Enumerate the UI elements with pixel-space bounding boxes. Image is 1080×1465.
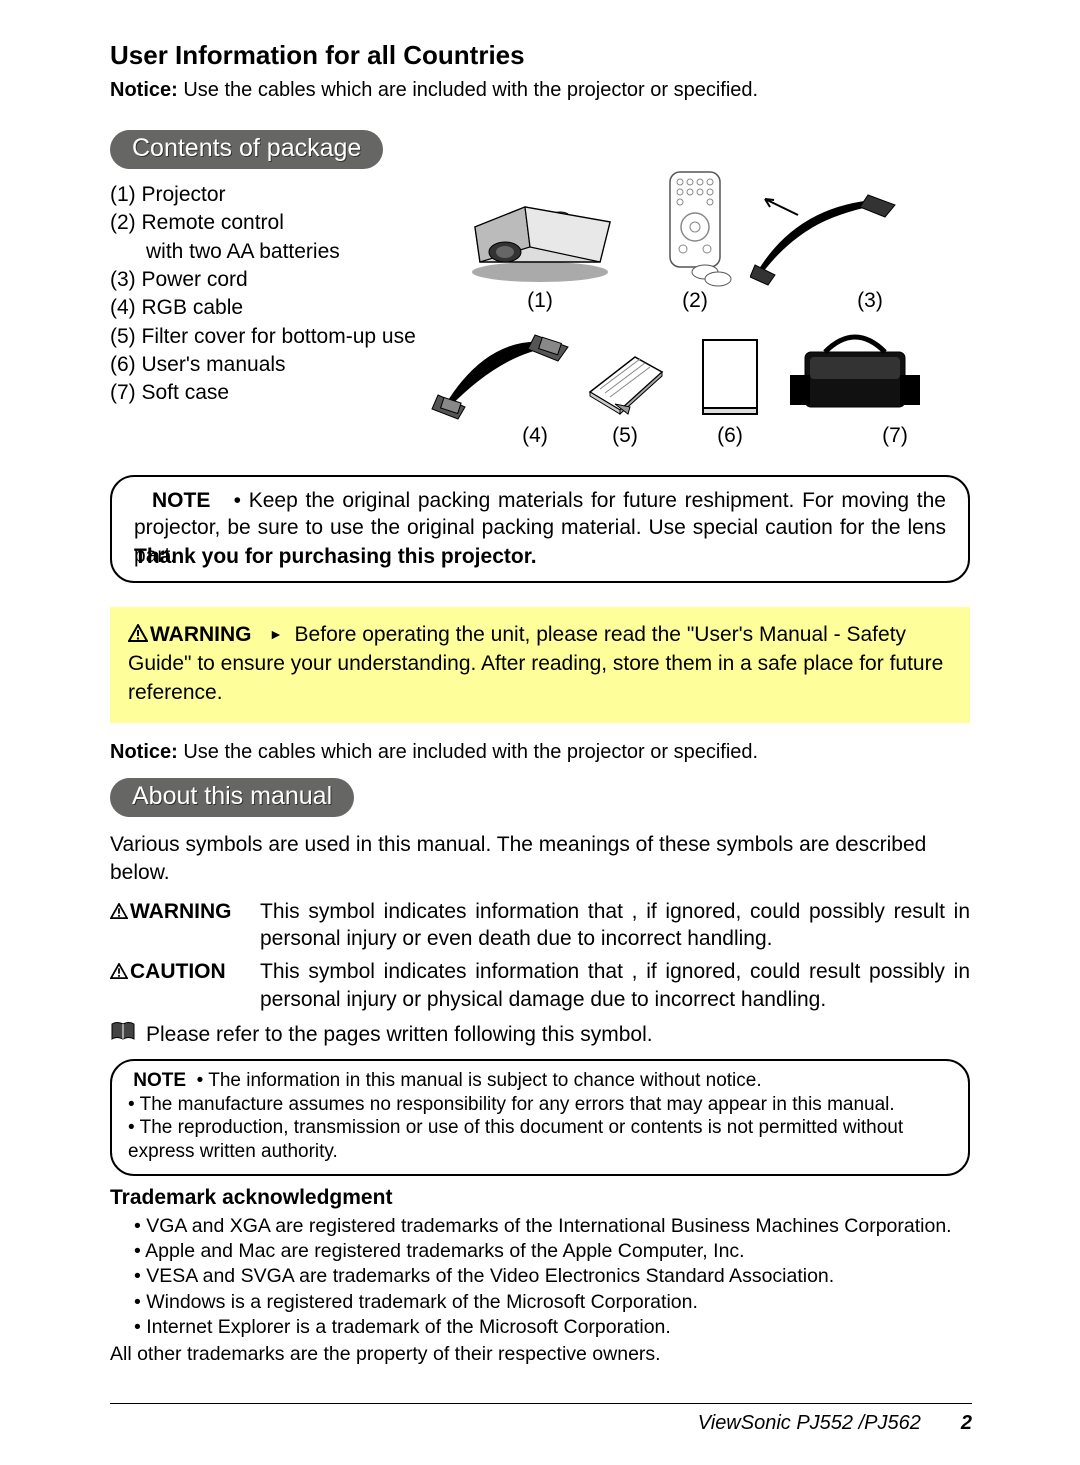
trademark-item: • Windows is a registered trademark of t… (134, 1290, 970, 1315)
page-footer: ViewSonic PJ552 /PJ562 2 (110, 1403, 972, 1435)
thank-you-text: Thank you for purchasing this projector. (134, 545, 970, 569)
page: User Information for all Countries Notic… (0, 0, 1080, 1465)
about-intro: Various symbols are used in this manual.… (110, 831, 970, 888)
image-softcase: (7) (790, 327, 920, 448)
trademark-item: • Internet Explorer is a trademark of th… (134, 1315, 970, 1340)
note-box-2: NOTE • The information in this manual is… (110, 1059, 970, 1176)
symbol-label: CAUTION (110, 958, 260, 1013)
image-caption: (7) (870, 424, 920, 448)
image-projector: (1) (460, 177, 620, 313)
contents-row: (1) Projector (2) Remote control with tw… (110, 177, 970, 457)
section-header-about: About this manual (110, 778, 354, 817)
notice-line-1: Notice: Use the cables which are include… (110, 79, 970, 102)
remote-icon (650, 167, 740, 287)
footer-page-number: 2 (961, 1412, 972, 1435)
warning-arrow: ► (269, 626, 283, 642)
footer-model: ViewSonic PJ552 /PJ562 (698, 1412, 921, 1435)
symbol-table: WARNING This symbol indicates informatio… (110, 898, 970, 1013)
contents-list: (1) Projector (2) Remote control with tw… (110, 177, 440, 408)
image-caption: (2) (650, 289, 740, 313)
notice-text: Use the cables which are included with t… (178, 741, 758, 763)
manuals-icon (685, 332, 775, 422)
book-reference-row: Please refer to the pages written follow… (110, 1021, 970, 1049)
image-manuals: (6) (685, 332, 775, 448)
bullet: • (234, 489, 241, 512)
image-filtercover: (5) (580, 342, 670, 448)
warning-triangle-icon (110, 899, 128, 926)
image-rgbcable: (4) (430, 327, 570, 448)
notice-label: Notice: (110, 741, 178, 763)
projector-icon (460, 177, 620, 287)
image-caption: (4) (500, 424, 570, 448)
symbol-label: WARNING (110, 898, 260, 953)
book-text: Please refer to the pages written follow… (146, 1023, 653, 1047)
image-remote: (2) (650, 167, 740, 313)
symbol-label-text: WARNING (130, 900, 232, 923)
trademark-footer: All other trademarks are the property of… (110, 1343, 970, 1366)
list-item: (4) RGB cable (110, 294, 440, 322)
note2-line-2: • The manufacture assumes no responsibil… (128, 1093, 952, 1117)
contents-images: (1) (2) (440, 177, 970, 457)
book-icon (110, 1021, 136, 1049)
softcase-icon (790, 327, 920, 422)
trademark-heading: Trademark acknowledgment (110, 1186, 970, 1210)
image-caption: (1) (460, 289, 620, 313)
trademark-item: • VGA and XGA are registered trademarks … (134, 1214, 970, 1239)
notice-line-2: Notice: Use the cables which are include… (110, 741, 970, 764)
warning-triangle-icon (128, 622, 148, 650)
note2-line-1: NOTE • The information in this manual is… (128, 1069, 952, 1093)
list-item: (3) Power cord (110, 266, 440, 294)
notice-label: Notice: (110, 79, 178, 101)
list-item: (6) User's manuals (110, 351, 440, 379)
note-label: NOTE (152, 489, 210, 512)
image-caption: (6) (685, 424, 775, 448)
warning-label: WARNING (150, 623, 252, 646)
list-item: (5) Filter cover for bottom-up use (110, 323, 440, 351)
symbol-label-text: CAUTION (130, 960, 226, 983)
notice-text: Use the cables which are included with t… (178, 79, 758, 101)
symbol-row-warning: WARNING This symbol indicates informatio… (110, 898, 970, 953)
trademark-item: • VESA and SVGA are trademarks of the Vi… (134, 1264, 970, 1289)
trademark-list: • VGA and XGA are registered trademarks … (110, 1214, 970, 1341)
section-header-contents: Contents of package (110, 130, 383, 169)
list-item: (1) Projector (110, 181, 440, 209)
warning-triangle-icon (110, 959, 128, 986)
image-caption: (3) (840, 289, 900, 313)
note2-line-3: • The reproduction, transmission or use … (128, 1116, 952, 1164)
symbol-desc: This symbol indicates information that ,… (260, 898, 970, 953)
image-powercord: (3) (750, 187, 900, 313)
list-item: with two AA batteries (110, 238, 440, 266)
symbol-desc: This symbol indicates information that ,… (260, 958, 970, 1013)
list-item: (2) Remote control (110, 209, 440, 237)
symbol-row-caution: CAUTION This symbol indicates informatio… (110, 958, 970, 1013)
page-title: User Information for all Countries (110, 40, 970, 71)
image-caption: (5) (580, 424, 670, 448)
filtercover-icon (580, 342, 670, 422)
warning-box: WARNING ► Before operating the unit, ple… (110, 607, 970, 723)
trademark-item: • Apple and Mac are registered trademark… (134, 1239, 970, 1264)
rgbcable-icon (430, 327, 570, 422)
powercord-icon (750, 187, 900, 287)
list-item: (7) Soft case (110, 379, 440, 407)
